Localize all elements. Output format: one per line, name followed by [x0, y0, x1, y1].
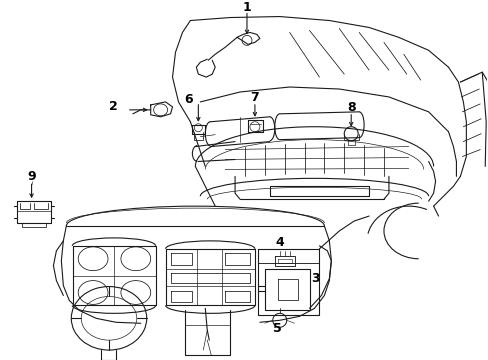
Text: 1: 1: [242, 1, 251, 14]
Text: 6: 6: [183, 94, 192, 107]
Text: 8: 8: [346, 102, 355, 114]
Text: 9: 9: [27, 170, 36, 183]
Text: 3: 3: [310, 272, 319, 285]
Text: 7: 7: [250, 91, 259, 104]
Text: 2: 2: [108, 100, 117, 113]
Text: 4: 4: [275, 237, 284, 249]
Text: 5: 5: [273, 322, 282, 335]
